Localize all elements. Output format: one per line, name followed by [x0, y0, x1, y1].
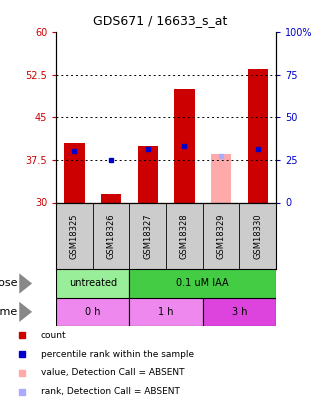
Text: GSM18325: GSM18325	[70, 213, 79, 259]
Text: 1 h: 1 h	[158, 307, 174, 317]
Bar	[174, 89, 195, 202]
Bar	[101, 194, 121, 202]
Bar	[65, 143, 84, 202]
Text: percentile rank within the sample: percentile rank within the sample	[41, 350, 194, 358]
Bar	[56, 269, 129, 298]
Text: time: time	[0, 307, 18, 317]
Text: GSM18326: GSM18326	[107, 213, 116, 259]
Bar	[138, 146, 158, 202]
Polygon shape	[19, 302, 32, 322]
Text: GDS671 / 16633_s_at: GDS671 / 16633_s_at	[93, 14, 228, 27]
Bar	[56, 298, 129, 326]
Text: 0 h: 0 h	[85, 307, 100, 317]
Text: count: count	[41, 331, 66, 340]
Text: dose: dose	[0, 279, 18, 288]
Polygon shape	[19, 273, 32, 294]
Bar	[129, 298, 203, 326]
Bar	[248, 69, 268, 202]
Text: GSM18328: GSM18328	[180, 213, 189, 259]
Text: GSM18329: GSM18329	[217, 213, 226, 259]
Text: value, Detection Call = ABSENT: value, Detection Call = ABSENT	[41, 369, 185, 377]
Text: GSM18330: GSM18330	[253, 213, 262, 259]
Text: 3 h: 3 h	[232, 307, 247, 317]
Text: rank, Detection Call = ABSENT: rank, Detection Call = ABSENT	[41, 387, 180, 396]
Bar	[211, 154, 231, 202]
Text: 0.1 uM IAA: 0.1 uM IAA	[177, 279, 229, 288]
Text: untreated: untreated	[69, 279, 117, 288]
Bar	[129, 269, 276, 298]
Bar	[203, 298, 276, 326]
Text: GSM18327: GSM18327	[143, 213, 152, 259]
